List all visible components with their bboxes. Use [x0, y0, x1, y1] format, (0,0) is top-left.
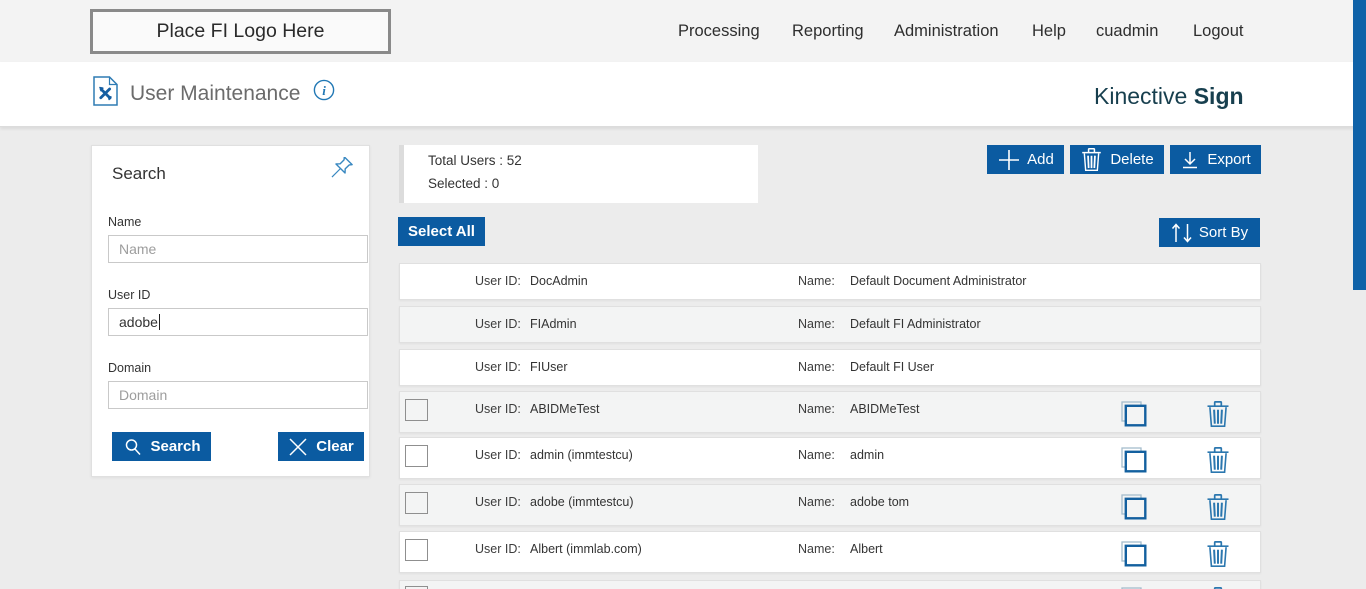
- svg-text:i: i: [322, 83, 326, 98]
